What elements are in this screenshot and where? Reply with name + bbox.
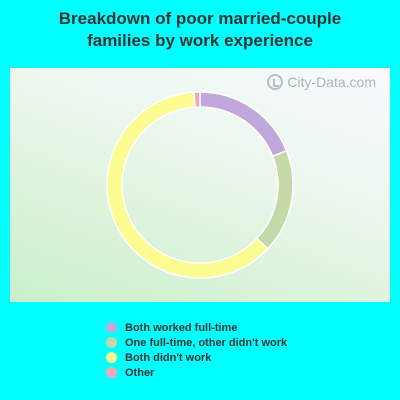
legend: Both worked full-time One full-time, othe… xyxy=(106,320,287,380)
chart-title: Breakdown of poor married-couple familie… xyxy=(0,8,400,52)
chart-title-line-1: Breakdown of poor married-couple xyxy=(58,9,342,28)
legend-swatch xyxy=(106,322,117,333)
plot-area: City-Data.com xyxy=(10,68,390,302)
donut-slice-one-full-time-other-didn-t-work xyxy=(255,149,294,250)
donut-slice-other xyxy=(193,91,201,108)
legend-swatch xyxy=(106,337,117,348)
legend-label: One full-time, other didn't work xyxy=(125,336,288,349)
legend-item-both-worked-full-time: Both worked full-time xyxy=(106,320,287,335)
donut-chart xyxy=(106,91,294,279)
legend-item-one-full-time-other-didn-t-work: One full-time, other didn't work xyxy=(106,335,287,350)
chart-title-line-2: families by work experience xyxy=(87,31,313,50)
legend-item-both-didn-t-work: Both didn't work xyxy=(106,350,287,365)
legend-label: Both worked full-time xyxy=(125,321,238,334)
legend-swatch xyxy=(106,352,117,363)
legend-label: Other xyxy=(125,366,155,379)
city-data-logo-icon xyxy=(267,74,284,90)
watermark-text: City-Data.com xyxy=(287,74,376,90)
legend-item-other: Other xyxy=(106,365,287,380)
legend-label: Both didn't work xyxy=(125,351,212,364)
donut-slice-both-worked-full-time xyxy=(199,91,288,158)
watermark: City-Data.com xyxy=(267,74,376,90)
legend-swatch xyxy=(106,367,117,378)
